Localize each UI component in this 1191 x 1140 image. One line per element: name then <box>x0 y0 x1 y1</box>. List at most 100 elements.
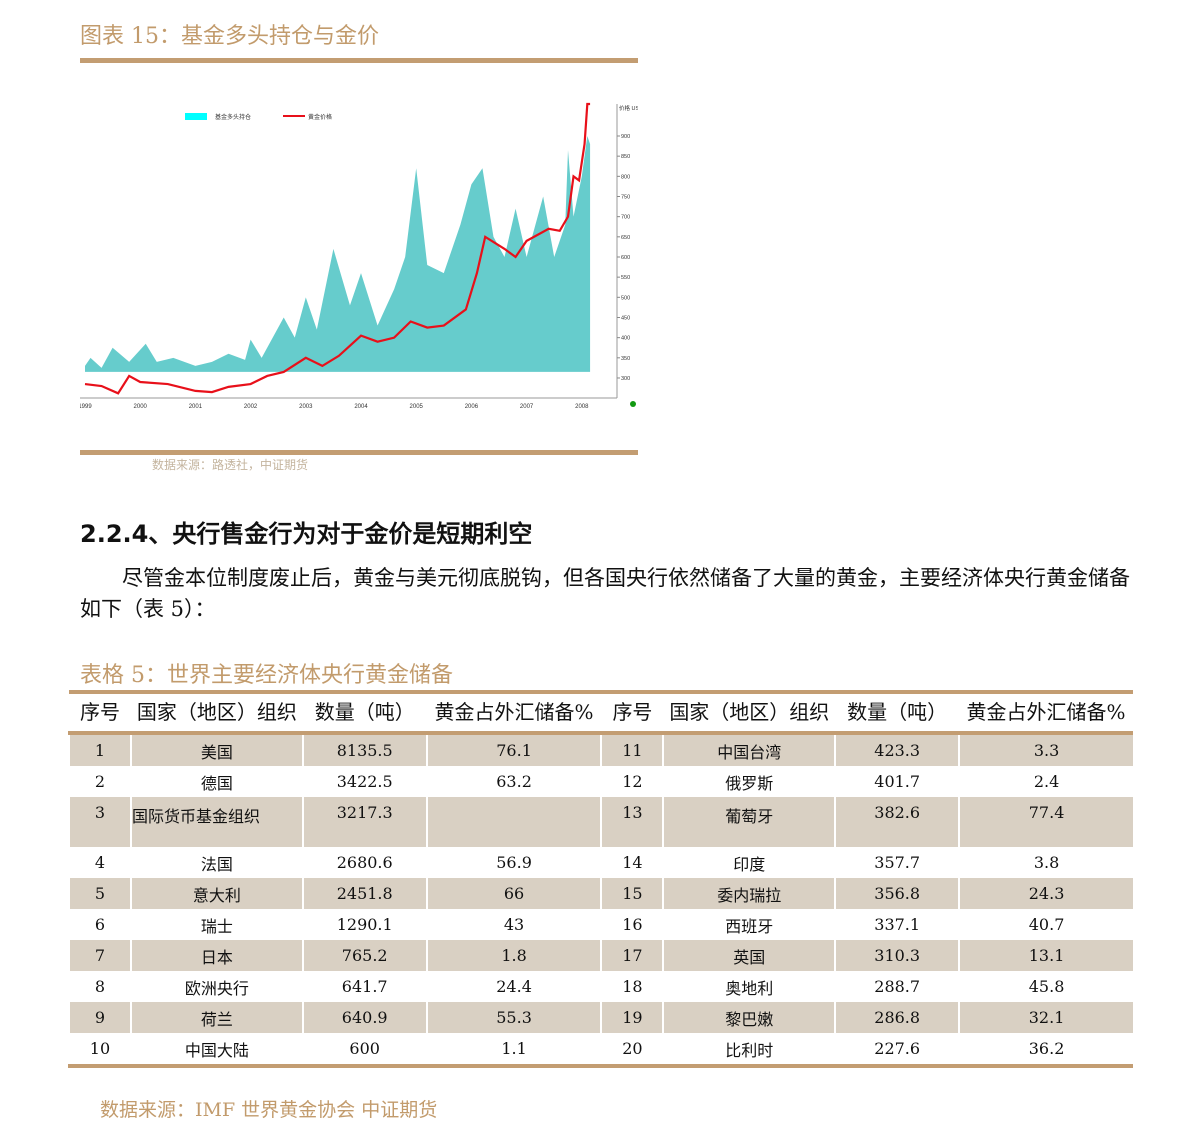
column-header: 黄金占外汇储备% <box>966 700 1126 724</box>
table-cell: 337.1 <box>834 909 960 940</box>
table-cell: 17 <box>600 940 664 971</box>
table-cell: 葡萄牙 <box>662 797 836 847</box>
table-cell: 8 <box>68 971 131 1002</box>
table-cell: 7 <box>68 940 131 971</box>
table-row: 9 荷兰 640.9 55.3 19 黎巴嫩 286.8 32.1 <box>68 1002 1133 1033</box>
table-cell: 15 <box>600 878 664 909</box>
table-cell: 16 <box>600 909 664 940</box>
table-cell: 1290.1 <box>301 909 427 940</box>
y-tick-label: 750 <box>621 194 630 200</box>
legend-swatch-area <box>185 113 207 120</box>
table-cell: 德国 <box>129 766 303 797</box>
section-heading: 2.2.4、央行售金行为对于金价是短期利空 <box>80 520 533 548</box>
y-tick-label: 500 <box>621 295 630 301</box>
table-cell: 76.1 <box>425 733 602 766</box>
table-cell: 32.1 <box>958 1002 1133 1033</box>
paragraph: 尽管金本位制度废止后，黄金与美元彻底脱钩，但各国央行依然储备了大量的黄金，主要经… <box>80 566 1130 621</box>
y-tick-label: 600 <box>621 255 630 261</box>
table-cell: 227.6 <box>834 1033 960 1066</box>
table-cell: 3.3 <box>958 733 1133 766</box>
table-cell: 288.7 <box>834 971 960 1002</box>
table-cell: 286.8 <box>834 1002 960 1033</box>
table-row: 10 中国大陆 600 1.1 20 比利时 227.6 36.2 <box>68 1033 1133 1066</box>
status-dot-icon <box>630 401 636 407</box>
column-header: 国家（地区）组织 <box>136 700 297 724</box>
column-header: 序号 <box>79 700 120 724</box>
legend-label: 黄金价格 <box>308 113 332 121</box>
table-cell: 56.9 <box>425 847 602 878</box>
table-cell: 欧洲央行 <box>129 971 303 1002</box>
table-cell: 9 <box>68 1002 131 1033</box>
gold-price-line <box>84 102 591 395</box>
x-tick-label: 2000 <box>134 404 148 410</box>
table-cell: 5 <box>68 878 131 909</box>
y-tick-label: 900 <box>621 134 630 140</box>
table-cell: 黎巴嫩 <box>662 1002 836 1033</box>
table-cell: 6 <box>68 909 131 940</box>
table-cell: 45.8 <box>958 971 1133 1002</box>
table-cell: 12 <box>600 766 664 797</box>
table-cell: 法国 <box>129 847 303 878</box>
table-cell: 36.2 <box>958 1033 1133 1066</box>
table-cell: 英国 <box>662 940 836 971</box>
table-cell: 43 <box>425 909 602 940</box>
table-cell: 3 <box>68 797 131 847</box>
table-cell: 中国大陆 <box>129 1033 303 1066</box>
table-cell: 20 <box>600 1033 664 1066</box>
table-cell: 77.4 <box>958 797 1133 847</box>
y-tick-label: 400 <box>621 336 630 342</box>
figure-title: 图表 15：基金多头持仓与金价 <box>80 24 379 49</box>
table-cell: 63.2 <box>425 766 602 797</box>
table-cell: 2.4 <box>958 766 1133 797</box>
y-axis-label: 价格 USD Ozs <box>619 104 638 112</box>
table-cell: 3217.3 <box>301 797 427 847</box>
gold-chart: 1999 2000 2001 2002 2003 2004 2005 2006 2007 2008… <box>80 102 638 410</box>
table-cell: 66 <box>425 878 602 909</box>
y-tick-label: 350 <box>621 356 630 362</box>
x-tick-label: 2003 <box>299 404 313 410</box>
table-cell: 印度 <box>662 847 836 878</box>
table-row: 8 欧洲央行 641.7 24.4 18 奥地利 288.7 45.8 <box>68 971 1133 1002</box>
table-cell: 1.1 <box>425 1033 602 1066</box>
x-tick-label: 2007 <box>520 404 534 410</box>
table-cell: 600 <box>301 1033 427 1066</box>
table-row: 3 国际货币基金组织 3217.3 13 葡萄牙 382.6 77.4 <box>68 797 1133 847</box>
y-tick-label: 700 <box>621 215 630 221</box>
table-cell: 日本 <box>129 940 303 971</box>
table-cell: 瑞士 <box>129 909 303 940</box>
x-tick-label: 2001 <box>189 404 203 410</box>
table-cell: 18 <box>600 971 664 1002</box>
table-title: 表格 5：世界主要经济体央行黄金储备 <box>80 663 453 688</box>
table-cell: 640.9 <box>301 1002 427 1033</box>
y-tick-label: 550 <box>621 275 630 281</box>
table-cell: 1 <box>68 733 131 766</box>
table-row: 7 日本 765.2 1.8 17 英国 310.3 13.1 <box>68 940 1133 971</box>
table-cell: 310.3 <box>834 940 960 971</box>
table-cell: 24.3 <box>958 878 1133 909</box>
x-tick-label: 2002 <box>244 404 258 410</box>
table-cell: 8135.5 <box>301 733 427 766</box>
x-tick-label: 2006 <box>465 404 479 410</box>
x-tick-label: 2005 <box>410 404 424 410</box>
table-cell: 13 <box>600 797 664 847</box>
table-cell: 4 <box>68 847 131 878</box>
column-header: 黄金占外汇储备% <box>434 700 594 724</box>
column-header: 数量（吨） <box>847 700 948 724</box>
table-cell: 2 <box>68 766 131 797</box>
table-source: 数据来源：IMF 世界黄金协会 中证期货 <box>100 1099 438 1121</box>
y-tick-label: 650 <box>621 235 630 241</box>
table-cell: 俄罗斯 <box>662 766 836 797</box>
table-cell: 765.2 <box>301 940 427 971</box>
table-cell: 382.6 <box>834 797 960 847</box>
table-cell: 641.7 <box>301 971 427 1002</box>
fund-long-area <box>85 136 591 372</box>
table-cell: 14 <box>600 847 664 878</box>
table-cell: 美国 <box>129 733 303 766</box>
figure-source: 数据来源：路透社，中证期货 <box>152 458 309 472</box>
y-tick-label: 800 <box>621 174 630 180</box>
table-cell: 奥地利 <box>662 971 836 1002</box>
table-cell: 19 <box>600 1002 664 1033</box>
table-cell: 11 <box>600 733 664 766</box>
column-header: 数量（吨） <box>314 700 415 724</box>
table-cell: 1.8 <box>425 940 602 971</box>
